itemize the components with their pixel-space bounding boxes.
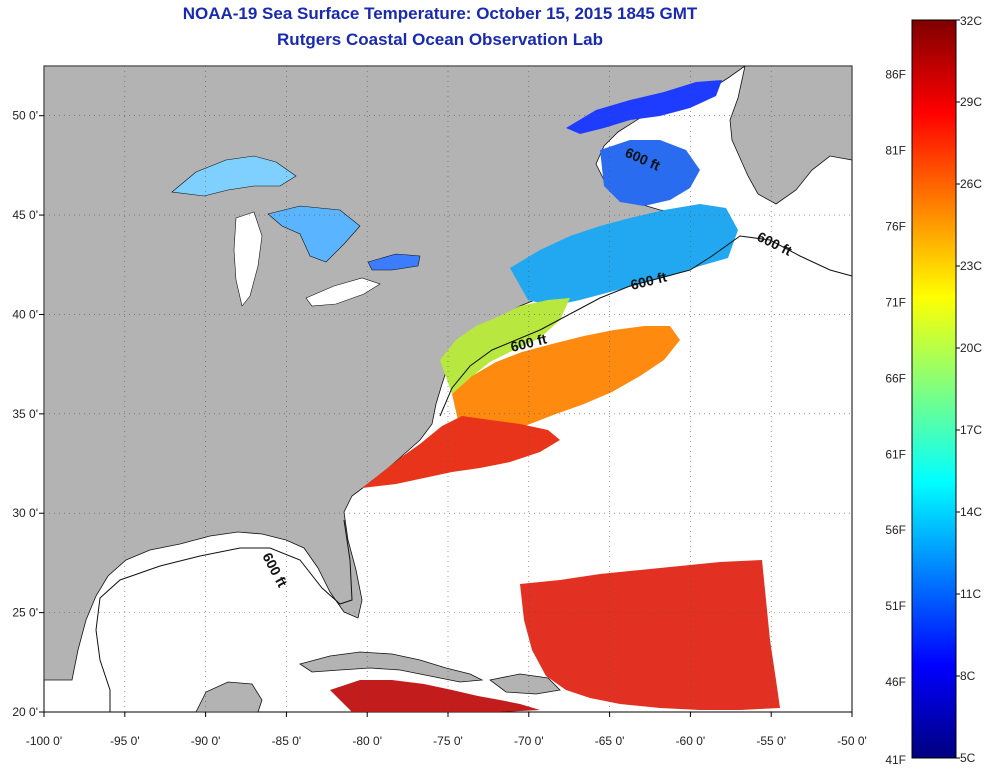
lake-superior (171, 155, 297, 197)
colorbar-c-label: 29C (960, 95, 982, 109)
colorbar-f-label: 46F (885, 675, 906, 689)
map-subtitle: Rutgers Coastal Ocean Observation Lab (277, 30, 603, 49)
sst-st-lawrence-estuary (600, 140, 700, 206)
hispaniola-land (489, 673, 561, 695)
sst-gulf-stream (452, 326, 680, 444)
latitude-axis: 20 0' 25 0' 30 0' 35 0' 40 0' 45 0' 50 0' (12, 109, 44, 719)
sst-layer (330, 80, 780, 712)
colorbar-f-label: 41F (885, 753, 906, 767)
colorbar-c-label: 20C (960, 341, 982, 355)
colorbar-fahrenheit-labels: 86F 81F 76F 71F 66F 61F 56F 51F 46F 41F (885, 68, 906, 767)
sst-gulf-of-maine (510, 204, 738, 306)
colorbar-f-label: 51F (885, 599, 906, 613)
lon-tick-label: -60 0' (676, 734, 706, 748)
lake-ontario (367, 253, 421, 271)
colorbar-f-label: 86F (885, 68, 906, 82)
yucatan-land (195, 681, 263, 713)
lat-tick-label: 40 0' (12, 307, 38, 321)
colorbar-c-label: 32C (960, 14, 982, 28)
sst-gulf-st-lawrence (566, 80, 722, 134)
lat-tick-label: 30 0' (12, 506, 38, 520)
sst-caribbean (330, 680, 540, 712)
cuba-land (299, 651, 484, 683)
colorbar-c-label: 5C (960, 751, 976, 765)
colorbar-f-label: 56F (885, 523, 906, 537)
lon-tick-label: -65 0' (595, 734, 625, 748)
lon-tick-label: -95 0' (110, 734, 140, 748)
longitude-axis: -100 0' -95 0' -90 0' -85 0' -80 0' -75 0' -70… (26, 712, 867, 748)
colorbar-scale (911, 19, 957, 759)
colorbar-celsius-labels: 32C 29C 26C 23C 20C 17C 14C 11C 8C 5C (956, 14, 982, 765)
lat-tick-label: 20 0' (12, 705, 38, 719)
lon-tick-label: -70 0' (514, 734, 544, 748)
lon-tick-label: -55 0' (756, 734, 786, 748)
contour-line-south (95, 519, 353, 712)
colorbar-f-label: 66F (885, 371, 906, 385)
colorbar-c-label: 8C (960, 669, 976, 683)
lon-tick-label: -80 0' (352, 734, 382, 748)
lon-tick-label: -50 0' (837, 734, 867, 748)
sst-carolina (362, 416, 560, 488)
lat-tick-label: 50 0' (12, 109, 38, 123)
lake-huron (267, 205, 361, 263)
lat-tick-label: 35 0' (12, 407, 38, 421)
lon-tick-label: -85 0' (272, 734, 302, 748)
newfoundland-land (729, 65, 853, 205)
lon-tick-label: -75 0' (433, 734, 463, 748)
colorbar-c-label: 14C (960, 505, 982, 519)
lat-tick-label: 25 0' (12, 606, 38, 620)
contour-line-north (439, 235, 853, 417)
lake-michigan (233, 211, 263, 307)
colorbar: 32C 29C 26C 23C 20C 17C 14C 11C 8C 5C 86F 81F 76F 71… (885, 14, 982, 767)
lon-tick-label: -100 0' (26, 734, 62, 748)
colorbar-f-label: 61F (885, 447, 906, 461)
colorbar-c-label: 23C (960, 259, 982, 273)
colorbar-f-label: 76F (885, 220, 906, 234)
sst-mid-atlantic (440, 298, 570, 394)
colorbar-f-label: 71F (885, 295, 906, 309)
colorbar-c-label: 17C (960, 423, 982, 437)
sst-southern-atlantic (520, 560, 780, 710)
great-lakes (171, 155, 421, 307)
map-title: NOAA-19 Sea Surface Temperature: October… (182, 4, 698, 23)
colorbar-c-label: 26C (960, 177, 982, 191)
lake-erie (305, 277, 381, 307)
colorbar-f-label: 81F (885, 144, 906, 158)
colorbar-c-label: 11C (960, 587, 981, 601)
lon-tick-label: -90 0' (191, 734, 221, 748)
lat-tick-label: 45 0' (12, 208, 38, 222)
